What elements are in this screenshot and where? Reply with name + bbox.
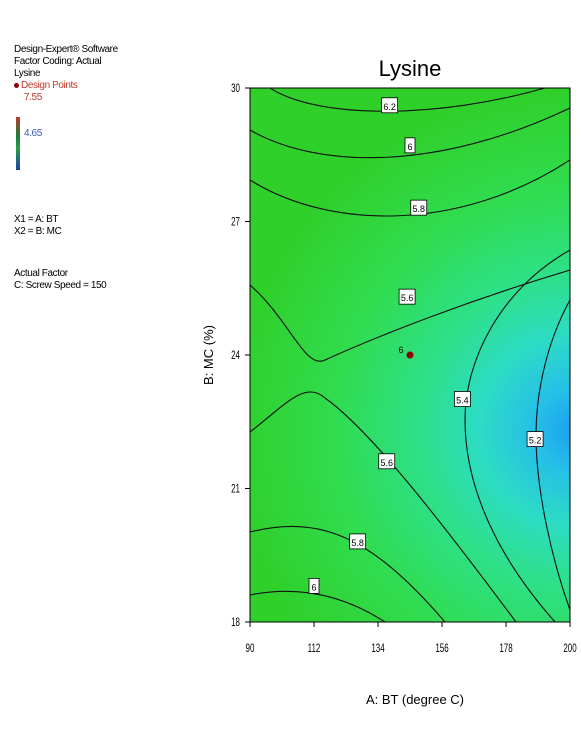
legend-max: 7.55 <box>24 92 42 103</box>
software-name: Design-Expert® Software <box>14 44 118 55</box>
y-axis-ticks: 18 21 24 27 30 <box>231 83 250 630</box>
contour-label-box <box>381 97 399 114</box>
factor-x1: X1 = A: BT <box>14 214 59 225</box>
actual-factor-heading: Actual Factor <box>14 268 68 279</box>
y-tick-label: 30 <box>231 83 240 96</box>
legend-panel: Design-Expert® Software Factor Coding: A… <box>14 44 118 140</box>
actual-factor-value: C: Screw Speed = 150 <box>14 280 107 291</box>
contour-label: 5.8 <box>412 204 425 214</box>
y-axis-label: B: MC (%) <box>201 325 216 385</box>
contour-label: 5.2 <box>529 436 542 446</box>
contour-label: 6 <box>407 142 412 152</box>
contour-line-6-top <box>250 107 570 159</box>
legend-min: 4.65 <box>24 128 42 139</box>
x-tick-label: 90 <box>246 643 255 656</box>
contour-line-5.8-top <box>250 159 570 217</box>
y-tick-label: 21 <box>231 483 240 496</box>
y-tick-label: 18 <box>231 617 240 630</box>
design-points-label: Design Points <box>21 80 78 91</box>
x-tick-label: 156 <box>435 643 449 656</box>
contour-label: 6.2 <box>383 102 396 112</box>
y-tick-label: 27 <box>231 216 240 229</box>
contour-label: 5.6 <box>401 293 414 303</box>
contour-label-box <box>378 453 396 470</box>
contour-label-box <box>453 391 471 407</box>
legend-color-bar <box>16 117 20 170</box>
contour-line-5.4 <box>464 249 570 622</box>
factor-list: X1 = A: BT X2 = B: MC <box>14 214 62 238</box>
chart-title: Lysine <box>379 56 442 81</box>
x-axis-label: A: BT (degree C) <box>366 692 464 707</box>
contour-label-box <box>404 137 416 154</box>
contour-label: 5.8 <box>351 538 364 548</box>
contour-label: 5.4 <box>456 396 469 406</box>
contour-label-box <box>526 431 544 447</box>
contour-line-6-bottom <box>250 590 386 622</box>
contour-line-5.8-bottom <box>250 525 446 622</box>
factor-x2: X2 = B: MC <box>14 226 62 237</box>
x-tick-label: 200 <box>563 643 577 656</box>
design-points: 6 <box>398 345 414 359</box>
contour-labels: 6.2 6 5.8 5.6 5.4 5.2 5.6 5.8 6 <box>308 97 544 594</box>
x-tick-label: 134 <box>371 643 385 656</box>
contour-line-5.6-lower <box>250 391 517 622</box>
contour-label: 6 <box>311 582 316 592</box>
contour-label: 5.6 <box>380 458 393 468</box>
design-point-label: 6 <box>398 345 403 355</box>
contour-label-box <box>398 288 416 305</box>
contour-label-box <box>410 199 428 216</box>
x-axis-ticks: 90 112 134 156 178 200 <box>246 622 577 656</box>
design-points-legend: Design Points <box>14 80 118 92</box>
contour-line-5.6-upper <box>250 269 570 362</box>
response-name: Lysine <box>14 68 41 79</box>
actual-factor: Actual Factor C: Screw Speed = 150 <box>14 268 107 292</box>
contour-label-box <box>308 578 320 594</box>
contour-label-box <box>349 533 367 550</box>
design-point <box>406 351 414 359</box>
y-tick-label: 24 <box>231 350 240 363</box>
factor-coding: Factor Coding: Actual <box>14 56 102 67</box>
x-tick-label: 112 <box>308 643 321 656</box>
x-tick-label: 178 <box>499 643 513 656</box>
design-point-icon <box>14 82 19 88</box>
